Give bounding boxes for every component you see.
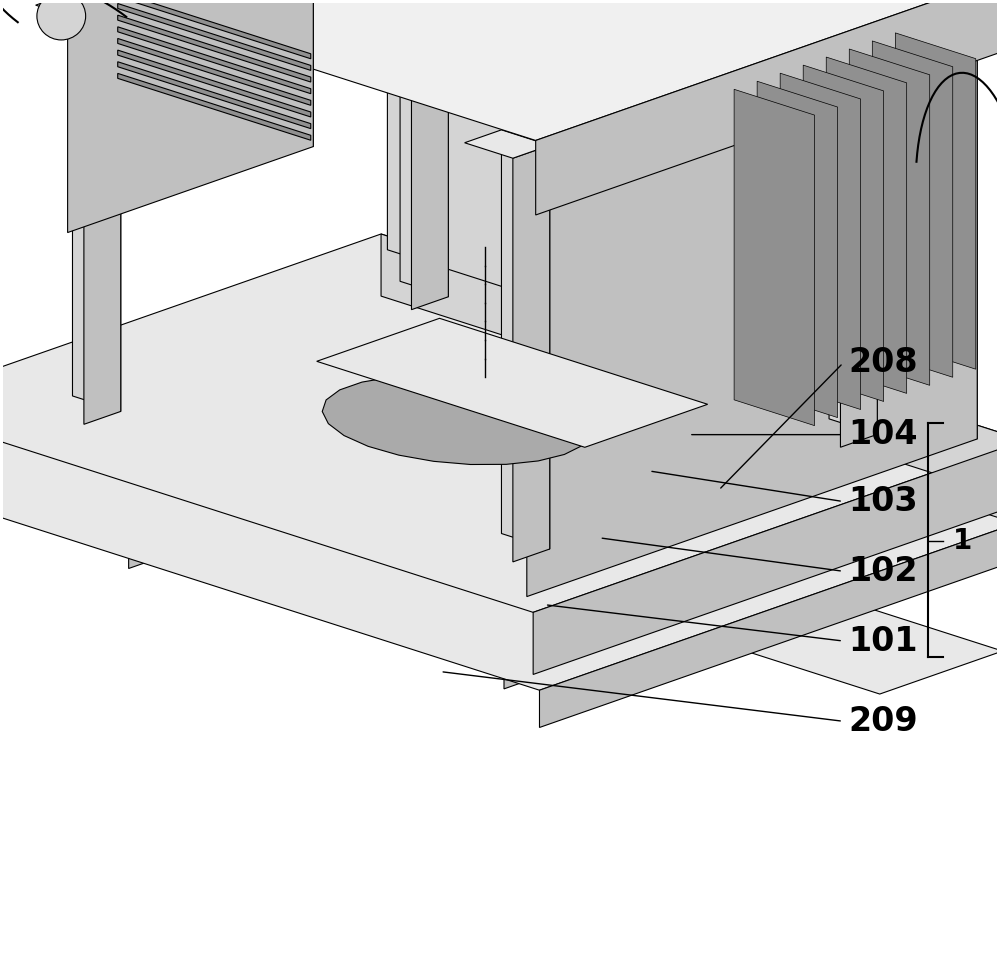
Polygon shape bbox=[387, 0, 977, 439]
Polygon shape bbox=[101, 450, 219, 537]
Polygon shape bbox=[791, 507, 881, 588]
Polygon shape bbox=[527, 36, 977, 597]
Polygon shape bbox=[539, 504, 1000, 727]
Polygon shape bbox=[36, 0, 121, 20]
Polygon shape bbox=[465, 130, 550, 159]
Text: 102: 102 bbox=[848, 554, 918, 588]
Polygon shape bbox=[118, 15, 311, 82]
Polygon shape bbox=[780, 73, 861, 409]
Polygon shape bbox=[829, 15, 877, 434]
Polygon shape bbox=[501, 130, 550, 549]
Polygon shape bbox=[118, 38, 311, 106]
Polygon shape bbox=[533, 440, 1000, 675]
Polygon shape bbox=[72, 0, 121, 411]
Circle shape bbox=[516, 0, 531, 1]
Polygon shape bbox=[118, 50, 311, 117]
Polygon shape bbox=[387, 349, 505, 436]
Text: 104: 104 bbox=[848, 418, 918, 451]
Polygon shape bbox=[375, 281, 1000, 541]
Polygon shape bbox=[0, 281, 1000, 690]
Polygon shape bbox=[895, 33, 976, 369]
Polygon shape bbox=[734, 89, 815, 426]
Polygon shape bbox=[118, 73, 311, 140]
Polygon shape bbox=[118, 62, 311, 129]
Polygon shape bbox=[75, 393, 1000, 694]
Polygon shape bbox=[118, 4, 311, 70]
Polygon shape bbox=[673, 470, 881, 539]
Polygon shape bbox=[400, 0, 448, 297]
Polygon shape bbox=[118, 0, 311, 59]
Polygon shape bbox=[0, 0, 1000, 140]
Polygon shape bbox=[872, 41, 953, 378]
Polygon shape bbox=[504, 607, 594, 689]
Polygon shape bbox=[317, 318, 708, 447]
Polygon shape bbox=[849, 49, 930, 385]
Text: 209: 209 bbox=[848, 704, 918, 738]
Polygon shape bbox=[513, 145, 550, 562]
Polygon shape bbox=[0, 234, 1000, 612]
Polygon shape bbox=[757, 82, 838, 418]
Polygon shape bbox=[476, 570, 594, 657]
Text: 101: 101 bbox=[848, 625, 918, 657]
Polygon shape bbox=[536, 0, 1000, 215]
Polygon shape bbox=[415, 387, 505, 468]
Polygon shape bbox=[322, 376, 591, 464]
Polygon shape bbox=[763, 470, 881, 557]
Polygon shape bbox=[11, 450, 219, 519]
Polygon shape bbox=[386, 570, 594, 639]
Polygon shape bbox=[826, 57, 907, 393]
Polygon shape bbox=[129, 487, 219, 569]
Polygon shape bbox=[381, 234, 1000, 503]
Polygon shape bbox=[297, 349, 505, 418]
Polygon shape bbox=[126, 0, 313, 147]
Polygon shape bbox=[256, 398, 390, 472]
Circle shape bbox=[37, 0, 86, 40]
Polygon shape bbox=[803, 65, 884, 402]
Polygon shape bbox=[840, 31, 877, 447]
Text: 208: 208 bbox=[848, 347, 918, 380]
Polygon shape bbox=[411, 0, 448, 309]
Text: 1: 1 bbox=[952, 527, 972, 554]
Polygon shape bbox=[84, 8, 121, 425]
Polygon shape bbox=[379, 0, 1000, 37]
Polygon shape bbox=[792, 15, 877, 43]
Polygon shape bbox=[68, 0, 313, 233]
Polygon shape bbox=[118, 27, 311, 93]
Text: 103: 103 bbox=[848, 485, 918, 518]
Polygon shape bbox=[675, 532, 809, 606]
